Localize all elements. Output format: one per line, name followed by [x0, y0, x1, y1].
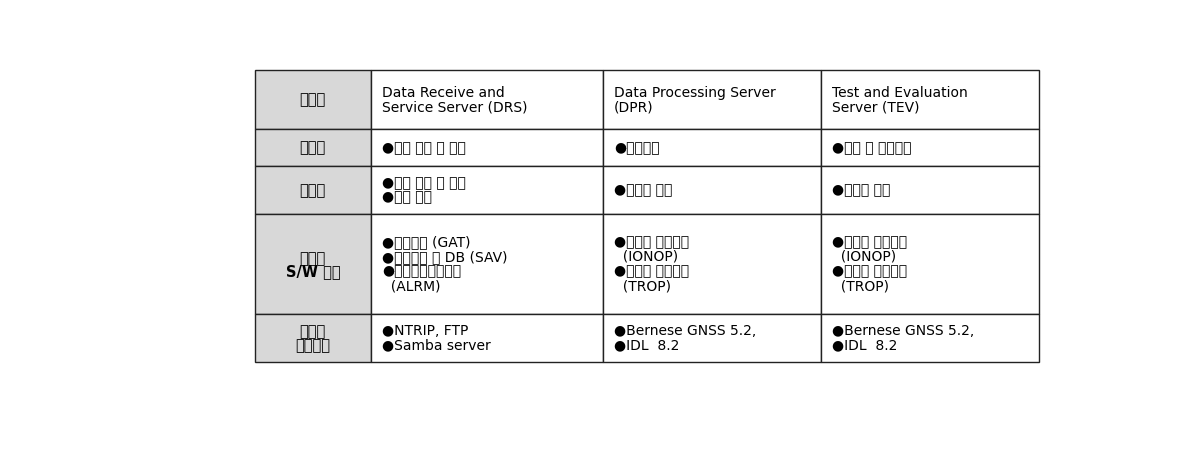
- Text: ●컴퓨팅 속도: ●컴퓨팅 속도: [614, 183, 672, 197]
- Text: (TROP): (TROP): [614, 279, 671, 293]
- Text: 주임무: 주임무: [300, 141, 326, 156]
- Text: ●자료 수집 및 저장: ●자료 수집 및 저장: [382, 141, 465, 155]
- Bar: [255, 167, 371, 214]
- Bar: [603, 214, 821, 314]
- Bar: [255, 214, 371, 314]
- Text: ●자료저장 및 DB (SAV): ●자료저장 및 DB (SAV): [382, 250, 507, 264]
- Text: (IONOP): (IONOP): [832, 250, 896, 264]
- Text: 서버명: 서버명: [300, 92, 326, 107]
- Text: ●이온층 자료처리: ●이온층 자료처리: [614, 235, 689, 249]
- Text: ●보안 설정 및 저장: ●보안 설정 및 저장: [382, 176, 465, 190]
- Text: Data Processing Server: Data Processing Server: [614, 86, 776, 100]
- Bar: [603, 314, 821, 362]
- Text: 포함된: 포함된: [300, 251, 326, 266]
- Text: S/W 모듈: S/W 모듈: [286, 264, 340, 279]
- Bar: [821, 214, 1039, 314]
- Text: ●NTRIP, FTP: ●NTRIP, FTP: [382, 324, 469, 338]
- Bar: [821, 129, 1039, 167]
- Bar: [603, 71, 821, 129]
- Text: (IONOP): (IONOP): [614, 250, 678, 264]
- Text: Service Server (DRS): Service Server (DRS): [382, 100, 527, 114]
- Text: ●Samba server: ●Samba server: [382, 338, 490, 352]
- Bar: [603, 167, 821, 214]
- Text: ●컴퓨팅 속도: ●컴퓨팅 속도: [832, 183, 890, 197]
- Text: 착안점: 착안점: [300, 183, 326, 198]
- Text: ●자료수집 (GAT): ●자료수집 (GAT): [382, 235, 470, 249]
- Text: ●대류층 자료처리: ●대류층 자료처리: [614, 264, 689, 278]
- Text: ●대류층 자료처리: ●대류층 자료처리: [832, 264, 907, 278]
- Text: 필요한: 필요한: [300, 324, 326, 339]
- Bar: [371, 214, 603, 314]
- Text: (DPR): (DPR): [614, 100, 653, 114]
- Bar: [821, 71, 1039, 129]
- Text: ●용량 확보: ●용량 확보: [382, 191, 432, 205]
- Bar: [255, 71, 371, 129]
- Bar: [603, 129, 821, 167]
- Bar: [821, 314, 1039, 362]
- Text: ●IDL  8.2: ●IDL 8.2: [614, 338, 679, 352]
- Text: ●Bernese GNSS 5.2,: ●Bernese GNSS 5.2,: [832, 324, 975, 338]
- Text: ●자료처리: ●자료처리: [614, 141, 659, 155]
- Text: (TROP): (TROP): [832, 279, 889, 293]
- Text: ●Bernese GNSS 5.2,: ●Bernese GNSS 5.2,: [614, 324, 756, 338]
- Text: ●시스템오동작경보: ●시스템오동작경보: [382, 264, 461, 278]
- Text: ●시험 및 연구개발: ●시험 및 연구개발: [832, 141, 912, 155]
- Text: 프로그램: 프로그램: [295, 338, 331, 353]
- Text: ●이온층 자료처리: ●이온층 자료처리: [832, 235, 907, 249]
- Bar: [255, 314, 371, 362]
- Text: ●IDL  8.2: ●IDL 8.2: [832, 338, 897, 352]
- Text: Data Receive and: Data Receive and: [382, 86, 505, 100]
- Bar: [371, 129, 603, 167]
- Bar: [371, 314, 603, 362]
- Bar: [255, 129, 371, 167]
- Text: (ALRM): (ALRM): [382, 279, 440, 293]
- Bar: [371, 167, 603, 214]
- Text: Test and Evaluation: Test and Evaluation: [832, 86, 967, 100]
- Bar: [371, 71, 603, 129]
- Bar: [821, 167, 1039, 214]
- Text: Server (TEV): Server (TEV): [832, 100, 920, 114]
